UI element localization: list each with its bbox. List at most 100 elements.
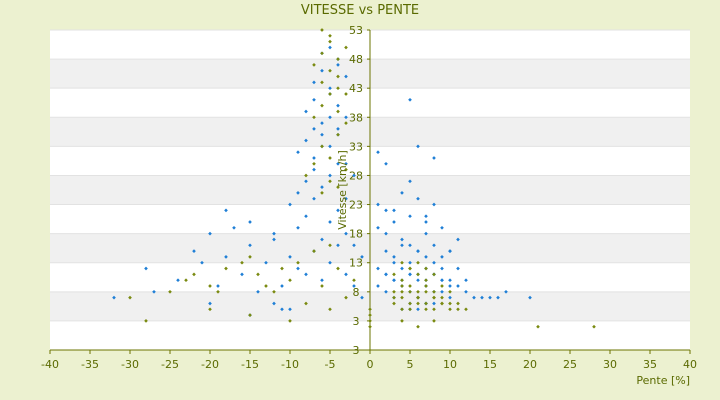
data-point bbox=[416, 324, 420, 329]
data-point bbox=[312, 249, 316, 253]
data-point bbox=[392, 278, 396, 283]
data-point bbox=[392, 208, 396, 213]
y-tick-label: 38 bbox=[349, 111, 363, 124]
x-tick-label: -20 bbox=[201, 358, 219, 371]
data-point bbox=[168, 289, 172, 294]
data-point bbox=[184, 278, 188, 283]
data-point bbox=[432, 319, 436, 323]
x-axis-title: Pente [%] bbox=[636, 374, 690, 387]
data-point bbox=[424, 307, 428, 312]
data-point bbox=[592, 324, 596, 329]
data-point bbox=[296, 150, 300, 155]
data-point bbox=[416, 301, 420, 306]
data-point bbox=[336, 74, 340, 79]
y-tick-label: 18 bbox=[349, 228, 363, 241]
data-point bbox=[456, 266, 460, 271]
data-point bbox=[400, 260, 404, 265]
data-point bbox=[384, 272, 388, 277]
data-point bbox=[208, 231, 212, 236]
data-point bbox=[296, 260, 300, 265]
data-point bbox=[496, 295, 500, 300]
data-point bbox=[480, 295, 484, 300]
data-point bbox=[456, 307, 460, 312]
data-point bbox=[424, 289, 428, 294]
x-tick-label: 10 bbox=[443, 358, 457, 371]
data-point bbox=[440, 301, 444, 306]
data-point bbox=[352, 278, 356, 283]
data-point bbox=[320, 185, 324, 189]
data-point bbox=[200, 260, 204, 265]
data-point bbox=[464, 278, 468, 283]
data-point bbox=[208, 307, 212, 312]
data-point bbox=[336, 208, 340, 213]
data-point bbox=[144, 319, 148, 323]
data-point bbox=[312, 196, 316, 201]
chart-title: VITESSE vs PENTE bbox=[301, 3, 419, 18]
data-point bbox=[208, 284, 212, 288]
data-point bbox=[408, 307, 412, 312]
data-point bbox=[400, 284, 404, 288]
data-point bbox=[448, 289, 452, 294]
data-point bbox=[296, 191, 300, 195]
y-axis-title: Vitesse [km/h] bbox=[336, 150, 349, 230]
data-point bbox=[256, 289, 260, 294]
data-point bbox=[192, 272, 196, 277]
data-point bbox=[360, 255, 364, 259]
y-tick-label: 48 bbox=[349, 53, 363, 66]
data-point bbox=[384, 231, 388, 236]
data-point bbox=[400, 278, 404, 283]
data-point bbox=[464, 307, 468, 312]
data-point bbox=[400, 191, 404, 195]
data-point bbox=[328, 260, 332, 265]
data-point bbox=[176, 278, 180, 283]
data-point bbox=[256, 272, 260, 277]
data-point bbox=[280, 266, 284, 271]
data-point bbox=[440, 255, 444, 259]
data-point bbox=[432, 295, 436, 300]
data-point bbox=[384, 208, 388, 213]
data-point bbox=[328, 179, 332, 184]
data-point bbox=[440, 278, 444, 283]
data-point bbox=[408, 284, 412, 288]
data-point bbox=[448, 307, 452, 312]
data-point bbox=[344, 115, 348, 120]
data-point bbox=[408, 272, 412, 277]
data-point bbox=[424, 214, 428, 219]
data-point bbox=[336, 185, 340, 189]
data-point bbox=[432, 289, 436, 294]
data-point bbox=[376, 225, 380, 230]
data-point bbox=[360, 295, 364, 300]
data-point bbox=[416, 307, 420, 312]
data-point bbox=[312, 115, 316, 120]
data-point bbox=[288, 307, 292, 312]
data-point bbox=[408, 214, 412, 219]
data-point bbox=[384, 161, 388, 166]
data-point bbox=[248, 243, 252, 248]
y-tick-label: 13 bbox=[349, 257, 363, 270]
data-point bbox=[336, 132, 340, 137]
data-point bbox=[376, 266, 380, 271]
data-point bbox=[392, 220, 396, 224]
data-point bbox=[304, 179, 308, 184]
data-point bbox=[248, 255, 252, 259]
data-point bbox=[408, 289, 412, 294]
data-point bbox=[248, 313, 252, 317]
data-point bbox=[448, 249, 452, 253]
data-point bbox=[144, 266, 148, 271]
data-point bbox=[216, 284, 220, 288]
data-point bbox=[384, 289, 388, 294]
data-point bbox=[304, 272, 308, 277]
x-tick-label: -40 bbox=[41, 358, 59, 371]
data-point bbox=[400, 319, 404, 323]
x-tick-label: 35 bbox=[643, 358, 657, 371]
data-point bbox=[328, 173, 332, 178]
data-point bbox=[424, 255, 428, 259]
data-point bbox=[272, 301, 276, 306]
data-point bbox=[272, 289, 276, 294]
y-bottom-label: 3 bbox=[353, 344, 360, 357]
y-tick-label: 33 bbox=[349, 140, 363, 153]
data-point bbox=[320, 191, 324, 195]
data-point bbox=[408, 301, 412, 306]
data-point bbox=[368, 319, 372, 323]
